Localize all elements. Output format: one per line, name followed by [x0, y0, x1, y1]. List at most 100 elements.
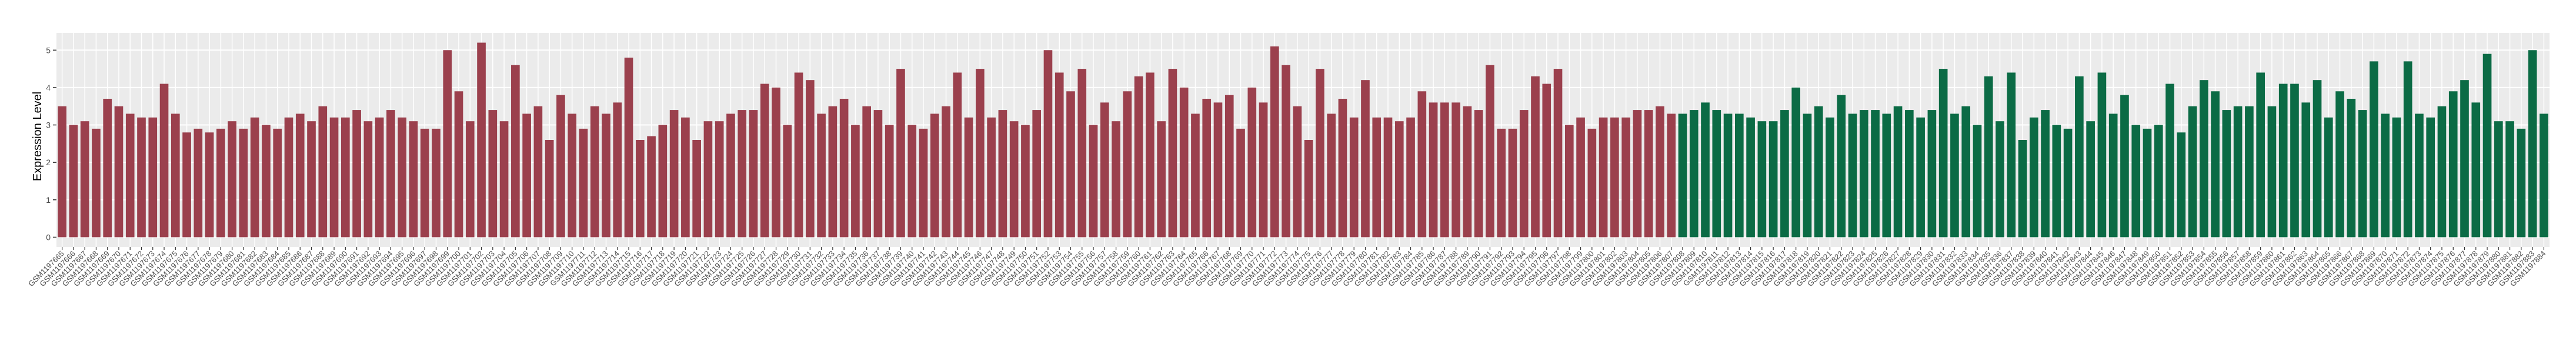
bar: [1723, 113, 1733, 238]
bar: [2165, 83, 2174, 238]
bar: [2482, 54, 2492, 238]
bar: [1531, 76, 1540, 238]
bar: [1293, 106, 1302, 238]
bar: [1757, 121, 1767, 238]
bar: [2347, 99, 2356, 238]
bar: [1327, 113, 1336, 238]
bar: [1168, 69, 1177, 238]
bar: [1905, 110, 1914, 238]
bar: [579, 128, 588, 238]
bar: [1644, 110, 1653, 238]
bar: [1009, 121, 1019, 238]
bar: [228, 121, 236, 238]
bar: [1961, 106, 1971, 238]
bar: [1769, 121, 1778, 238]
bar: [341, 117, 350, 238]
bar: [987, 117, 996, 238]
y-tick-label: 3: [46, 121, 51, 130]
bar: [1440, 102, 1449, 238]
bar: [114, 106, 124, 238]
bar: [1701, 102, 1710, 238]
y-tick-label: 2: [46, 158, 51, 167]
bar: [171, 113, 180, 238]
bar: [2313, 80, 2322, 238]
bar: [953, 72, 962, 238]
bar: [80, 121, 89, 238]
bar: [2415, 113, 2424, 238]
bar: [828, 106, 837, 238]
bar: [1826, 117, 1834, 238]
bar: [2517, 128, 2526, 238]
bar: [692, 140, 701, 238]
bar: [1100, 102, 1109, 238]
bar: [2097, 72, 2107, 238]
bar: [2075, 76, 2084, 238]
bar: [329, 117, 339, 238]
bar: [499, 121, 509, 238]
bar: [1224, 95, 1234, 238]
bar: [1814, 106, 1823, 238]
bar: [703, 121, 713, 238]
bar: [443, 50, 452, 238]
bar: [2267, 106, 2277, 238]
bar: [2335, 91, 2344, 238]
bar: [1746, 117, 1755, 238]
bar: [205, 132, 214, 238]
bar: [2052, 125, 2061, 238]
bar: [2381, 113, 2390, 238]
bar: [2528, 50, 2537, 238]
bar: [1451, 102, 1460, 238]
bar: [69, 125, 78, 238]
bar: [1882, 113, 1891, 238]
bar: [1712, 110, 1721, 238]
bar: [1656, 106, 1664, 238]
bar: [273, 128, 282, 238]
bar: [1089, 125, 1098, 238]
bar: [613, 102, 622, 238]
bar: [148, 117, 158, 238]
bar: [2358, 110, 2367, 238]
bar: [726, 113, 735, 238]
bar: [239, 128, 248, 238]
bar: [477, 42, 486, 238]
bar: [1542, 83, 1551, 238]
plot-panel: [56, 33, 2550, 247]
bar: [1055, 72, 1064, 238]
bar: [2086, 121, 2095, 238]
bar: [2370, 61, 2378, 238]
bar: [2007, 72, 2016, 238]
bar: [432, 128, 441, 238]
bar: [1134, 76, 1143, 238]
bar: [1927, 110, 1937, 238]
bar: [1576, 117, 1585, 238]
bar: [545, 140, 554, 238]
bar: [1463, 106, 1472, 238]
bar: [783, 125, 792, 238]
bar: [1202, 99, 1212, 238]
bar: [420, 128, 429, 238]
bar: [1633, 110, 1642, 238]
bar: [193, 128, 203, 238]
bar: [1610, 117, 1619, 238]
bar: [1066, 91, 1075, 238]
bar: [2437, 106, 2447, 238]
bar: [1984, 76, 1993, 238]
bar: [2222, 110, 2231, 238]
bar: [760, 83, 769, 238]
bar: [1021, 125, 1030, 238]
bar: [1689, 110, 1699, 238]
bar: [1123, 91, 1132, 238]
bar: [1179, 87, 1189, 238]
bar: [2188, 106, 2197, 238]
bar: [318, 106, 328, 238]
bar: [602, 113, 610, 238]
bar: [1486, 65, 1494, 238]
bar: [125, 113, 135, 238]
bar: [1508, 128, 1517, 238]
bar: [2199, 80, 2208, 238]
bar: [1112, 121, 1120, 238]
bar: [738, 110, 747, 238]
bar: [1587, 128, 1597, 238]
bar: [465, 121, 475, 238]
bar: [2426, 117, 2435, 238]
